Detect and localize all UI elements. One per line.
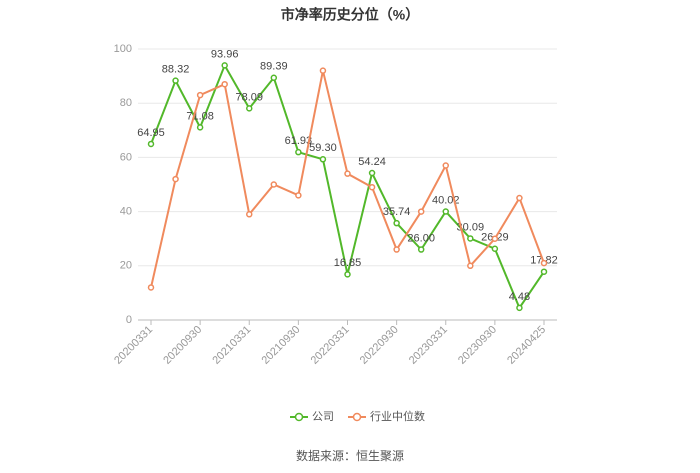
data-label: 59.30 [309,142,337,154]
y-tick-label: 60 [120,151,132,163]
point [196,91,204,99]
x-tick-label: 20240425 [505,324,548,367]
point [393,246,400,253]
point [319,156,327,163]
legend-label: 公司 [312,411,334,423]
point [172,77,179,84]
data-label: 26.00 [407,232,435,244]
x-tick-label: 20220930 [358,324,401,367]
legend-swatch [294,412,304,422]
point [246,105,253,112]
x-tick-label: 20210930 [259,324,302,367]
point [540,259,548,267]
point [540,268,548,275]
point [516,304,523,312]
source: 数据来源：恒生聚源 [296,448,404,463]
y-tick-label: 100 [114,43,132,55]
x-tick-label: 20220331 [309,324,352,367]
x-tick-label: 20230331 [407,324,450,367]
point [246,211,253,218]
point [467,235,474,242]
point [442,208,449,215]
data-label: 78.09 [235,91,263,103]
y-tick-label: 20 [120,260,132,272]
y-tick-label: 40 [120,206,132,218]
point [147,284,155,291]
x-tick-label: 20200331 [112,324,155,367]
point [368,169,376,177]
data-label: 89.39 [260,61,288,73]
point [319,67,327,74]
legend-label: 行业中位数 [370,409,425,423]
point [221,62,228,69]
point [417,246,425,253]
data-label: 61.93 [285,135,313,147]
point [368,183,376,191]
x-tick-label: 20200930 [161,324,204,367]
chart-title: 市净率历史分位（%） [281,7,419,23]
point [221,80,228,88]
data-label: 35.74 [383,206,411,218]
point [491,235,499,242]
point [467,262,474,270]
data-label: 16.85 [334,257,362,269]
point [172,175,179,183]
x-tick-label: 20230930 [456,324,499,367]
point [516,194,523,202]
y-tick-label: 0 [126,314,132,326]
data-label: 88.32 [162,64,190,76]
data-label: 71.08 [186,110,214,122]
x-tick-label: 20210331 [210,324,253,367]
legend-swatch [352,412,362,422]
point [442,162,449,169]
y-tick-label: 80 [120,97,132,109]
point [196,124,204,131]
data-label: 30.09 [457,221,485,233]
data-label: 54.24 [358,156,386,168]
data-label: 64.95 [137,127,165,139]
point [491,245,499,253]
point [344,170,351,177]
point [417,208,425,215]
point [295,148,302,156]
point [147,140,155,148]
point [270,181,278,188]
data-label: 4.48 [509,291,530,303]
point [295,192,302,199]
point [270,74,278,82]
data-label: 93.96 [211,48,239,60]
point [393,219,400,227]
point [344,271,351,278]
